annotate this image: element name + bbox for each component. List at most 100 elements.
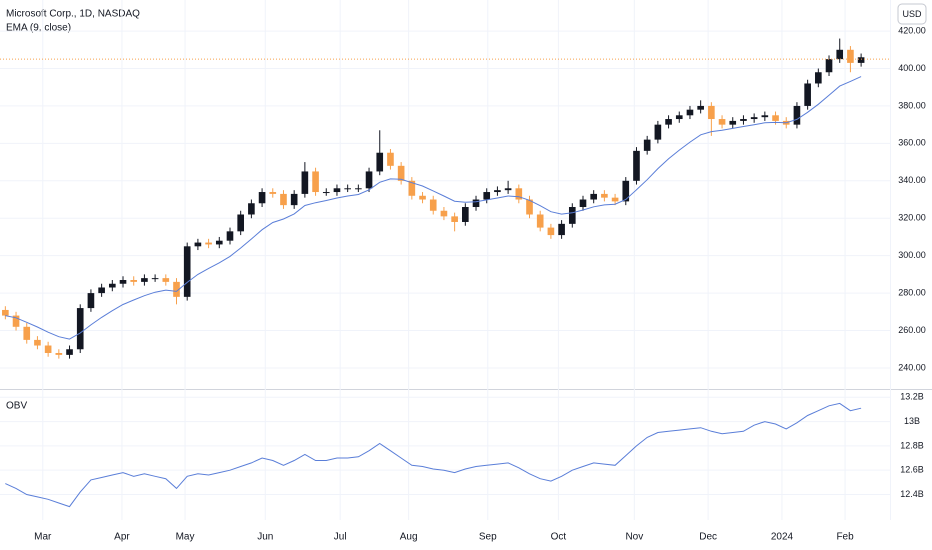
candle-body [718, 119, 726, 125]
y-tick-label: 300.00 [898, 250, 926, 260]
candle-body [333, 188, 341, 193]
candle-body [675, 115, 683, 120]
x-tick-label: Dec [699, 532, 717, 543]
candle-body [66, 349, 73, 355]
y-tick-label: 13B [904, 416, 920, 426]
obv-line [5, 402, 862, 508]
y-tick-label: 420.00 [898, 25, 926, 35]
candle-body [419, 195, 426, 200]
x-tick-label: Aug [400, 532, 418, 543]
candle-body [312, 171, 319, 193]
candle-body [98, 287, 105, 294]
candle-body [258, 192, 266, 204]
candle-body [772, 115, 779, 121]
candle-body [162, 278, 170, 282]
candle-body [365, 171, 373, 189]
candle-body [248, 203, 255, 215]
candle-body [34, 339, 41, 346]
candle-body [697, 105, 704, 110]
candle-body [355, 188, 362, 190]
candle-body [643, 139, 651, 151]
obv-label: OBV [6, 401, 27, 412]
candle-body [793, 105, 801, 125]
candle-body [665, 119, 672, 125]
candle-body [836, 49, 844, 60]
candle-body [611, 197, 619, 202]
x-tick-label: Mar [34, 532, 52, 543]
candle-body [729, 120, 737, 125]
y-tick-label: 12.6B [900, 465, 924, 475]
candle-body [686, 109, 694, 116]
candle-body [761, 115, 769, 118]
x-tick-label: Jun [257, 532, 273, 543]
candle-body [280, 193, 287, 206]
candle-body [804, 83, 811, 106]
candle-body [708, 105, 715, 120]
candle-body [23, 326, 31, 340]
candle-body [451, 216, 458, 222]
candle-body [622, 180, 630, 202]
candle-body [558, 223, 565, 236]
candle-body [526, 199, 533, 215]
candle-body [387, 152, 394, 166]
candle-body [750, 117, 758, 120]
candle-body [429, 199, 437, 211]
y-tick-label: 400.00 [898, 63, 926, 73]
candle-body [515, 188, 523, 200]
candle-body [12, 315, 20, 327]
x-tick-label: Oct [551, 532, 567, 543]
x-tick-label: Sep [479, 532, 497, 543]
candle-body [472, 199, 480, 208]
candle-body [601, 193, 608, 198]
candle-body [141, 278, 148, 282]
candle-body [183, 246, 191, 297]
candle-body [825, 59, 833, 73]
candle-body [2, 309, 9, 316]
currency-label[interactable]: USD [902, 9, 922, 19]
candle-body [397, 165, 405, 181]
candle-body [408, 180, 416, 196]
candle-body [857, 57, 865, 63]
y-tick-label: 340.00 [898, 175, 926, 185]
candle-body [215, 240, 223, 245]
candle-body [376, 152, 384, 172]
y-tick-label: 260.00 [898, 325, 926, 335]
candle-body [173, 281, 180, 297]
candle-body [237, 214, 245, 232]
x-tick-label: 2024 [771, 532, 794, 543]
candle-body [290, 193, 298, 206]
candle-body [109, 283, 116, 288]
y-tick-label: 280.00 [898, 287, 926, 297]
currency-button[interactable] [897, 3, 927, 25]
candle-body [87, 293, 95, 309]
y-tick-label: 380.00 [898, 100, 926, 110]
candle-body [194, 242, 202, 247]
candle-body [440, 210, 448, 217]
candle-body [44, 345, 52, 353]
candle-body [344, 188, 351, 190]
candle-body [579, 199, 587, 208]
x-tick-label: Feb [836, 532, 854, 543]
candle-body [740, 119, 747, 121]
candle-body [269, 192, 277, 194]
x-tick-label: Nov [625, 532, 643, 543]
y-tick-label: 360.00 [898, 138, 926, 148]
y-tick-label: 12.8B [900, 440, 924, 450]
y-tick-label: 13.2B [900, 392, 924, 402]
x-tick-label: Jul [334, 532, 347, 543]
candle-body [226, 231, 234, 241]
candle-body [119, 280, 127, 284]
candle-body [322, 192, 330, 194]
chart-title: Microsoft Corp., 1D, NASDAQ [6, 9, 140, 20]
candle-body [536, 214, 544, 228]
candle-body [568, 207, 576, 224]
candle-body [494, 190, 501, 193]
y-tick-label: 12.4B [900, 489, 924, 499]
indicator-label: EMA (9, close) [6, 23, 71, 34]
candle-body [504, 188, 512, 191]
candle-body [130, 280, 138, 282]
candle-body [205, 242, 212, 245]
candle-body [76, 308, 84, 350]
x-tick-label: Apr [114, 532, 130, 543]
